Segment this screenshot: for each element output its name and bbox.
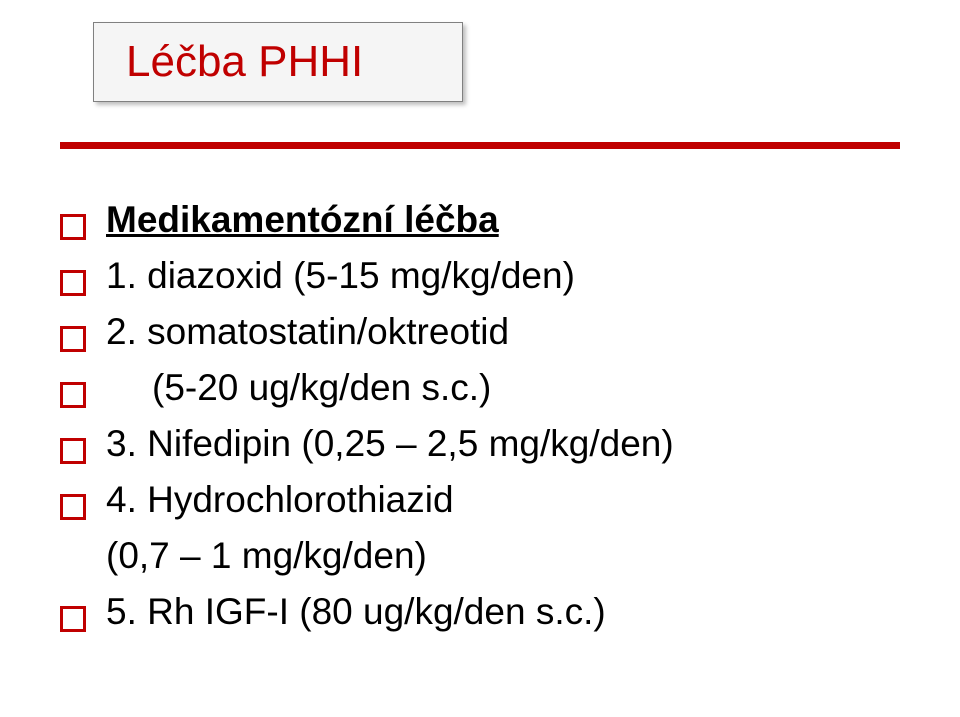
list-item-text: (0,7 – 1 mg/kg/den) <box>106 531 427 581</box>
list-item: 1. diazoxid (5-15 mg/kg/den) <box>60 251 900 301</box>
bullet-icon <box>60 606 86 632</box>
slide-title-box: Léčba PHHI <box>93 22 463 102</box>
bullet-icon <box>60 494 86 520</box>
divider-bar <box>60 142 900 149</box>
list-item: 4. Hydrochlorothiazid <box>60 475 900 525</box>
content-area: Medikamentózní léčba 1. diazoxid (5-15 m… <box>60 195 900 643</box>
bullet-icon <box>60 270 86 296</box>
list-item-text: 2. somatostatin/oktreotid <box>106 307 509 357</box>
list-heading-line: Medikamentózní léčba <box>60 195 900 245</box>
list-item: 2. somatostatin/oktreotid <box>60 307 900 357</box>
list-item-text: 3. Nifedipin (0,25 – 2,5 mg/kg/den) <box>106 419 674 469</box>
bullet-icon <box>60 382 86 408</box>
list-item-text: (5-20 ug/kg/den s.c.) <box>152 363 491 413</box>
bullet-icon <box>60 326 86 352</box>
list-item-indented: (5-20 ug/kg/den s.c.) <box>60 363 900 413</box>
list-item: 3. Nifedipin (0,25 – 2,5 mg/kg/den) <box>60 419 900 469</box>
bullet-icon <box>60 214 86 240</box>
list-item-text: 5. Rh IGF-I (80 ug/kg/den s.c.) <box>106 587 606 637</box>
bullet-icon <box>60 438 86 464</box>
slide-title: Léčba PHHI <box>126 37 363 87</box>
list-item-text: 1. diazoxid (5-15 mg/kg/den) <box>106 251 575 301</box>
list-heading: Medikamentózní léčba <box>106 195 499 245</box>
list-item: 5. Rh IGF-I (80 ug/kg/den s.c.) <box>60 587 900 637</box>
list-item-text: 4. Hydrochlorothiazid <box>106 475 454 525</box>
list-item-continuation: (0,7 – 1 mg/kg/den) <box>60 531 900 581</box>
